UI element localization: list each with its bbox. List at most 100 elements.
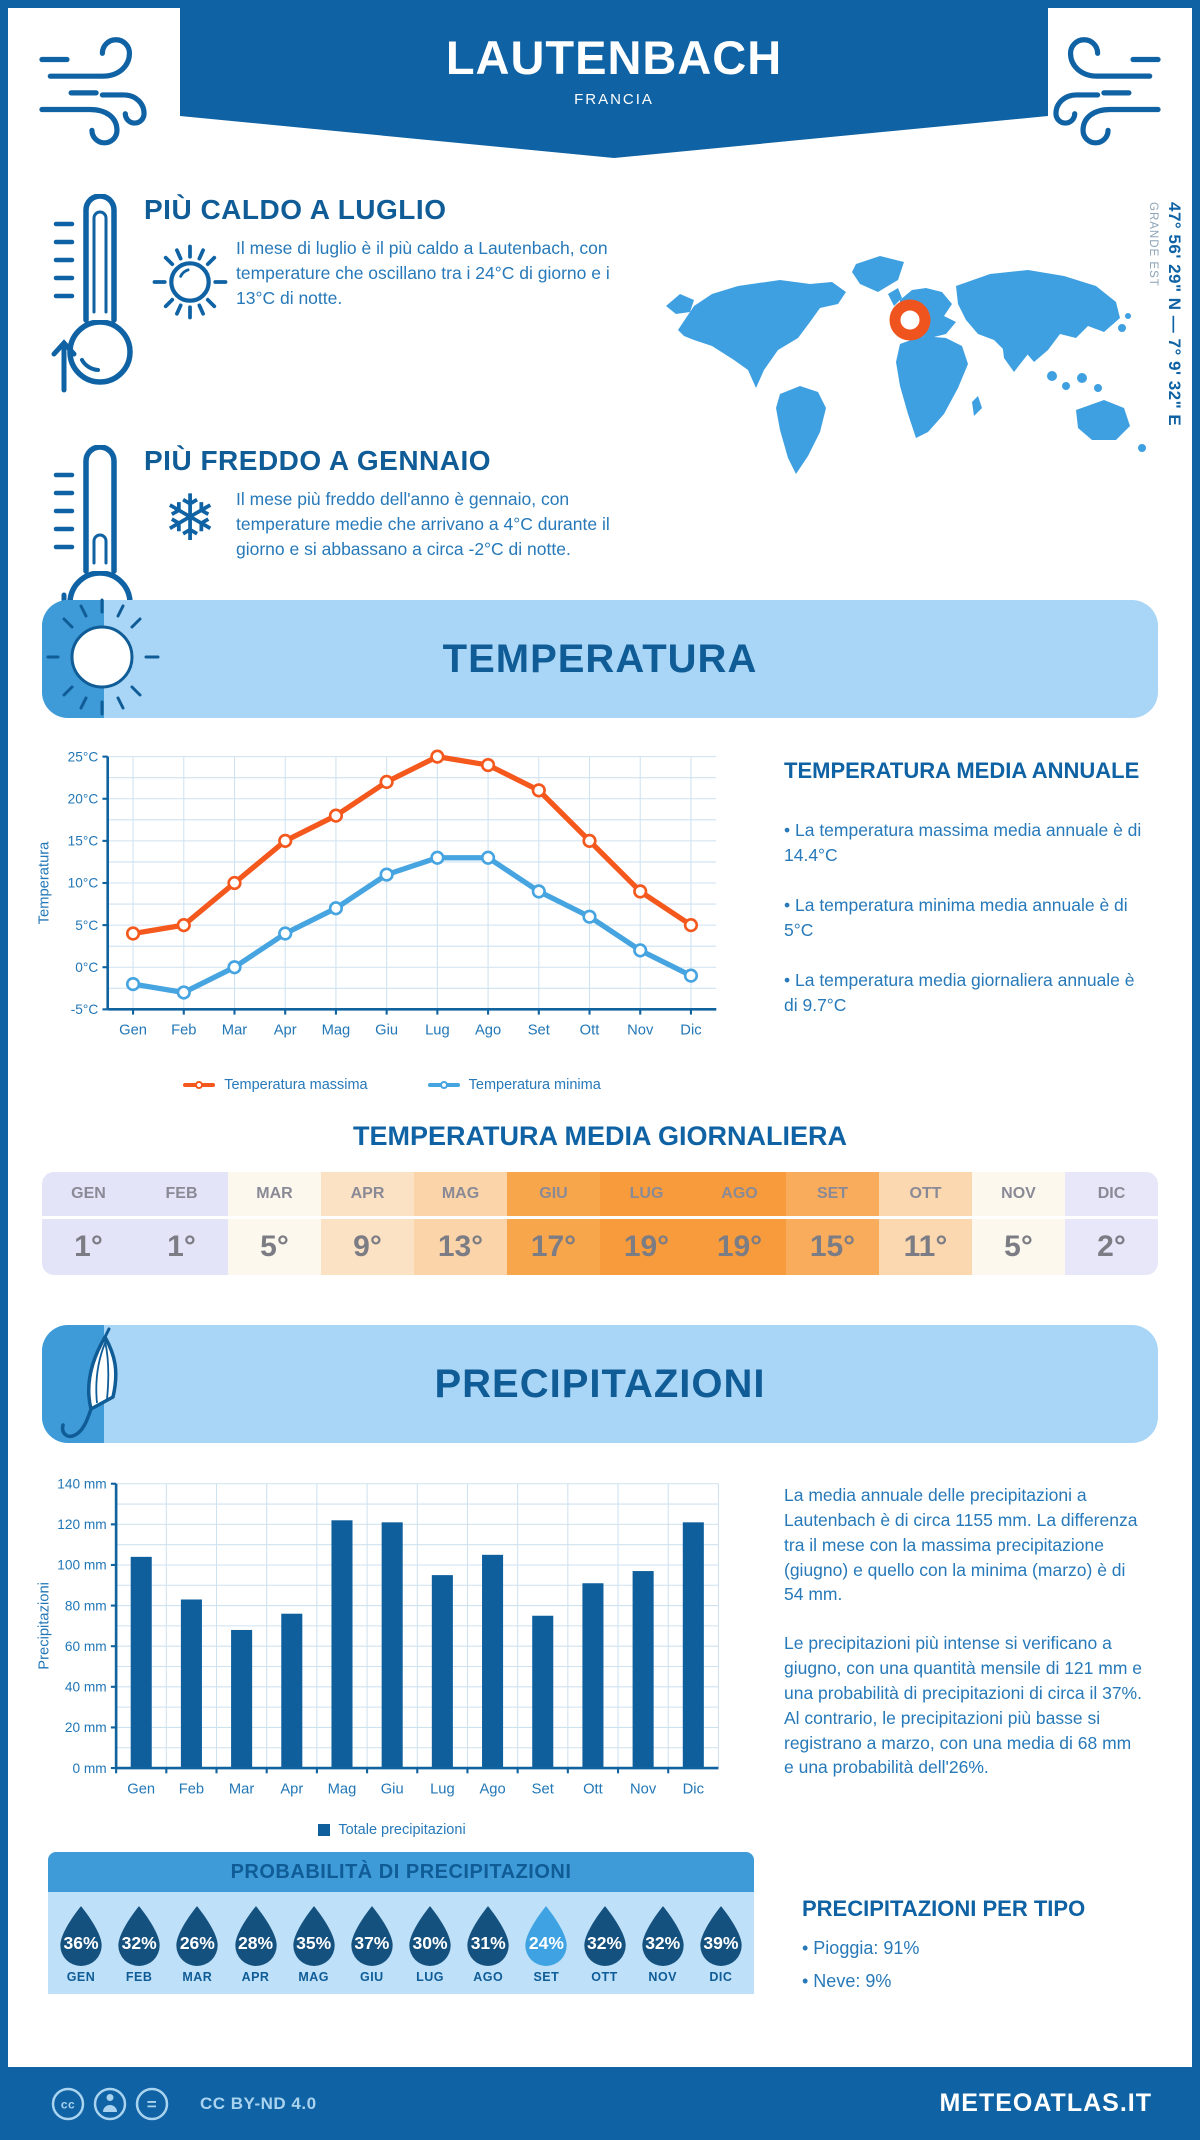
droplet-month: MAG [298, 1970, 330, 1984]
cold-text: Il mese più freddo dell'anno è gennaio, … [236, 489, 610, 559]
droplet-percent: 37% [354, 1933, 390, 1953]
precipitation-text-1: La media annuale delle precipitazioni a … [784, 1485, 1138, 1605]
droplet-percent: 28% [238, 1933, 274, 1953]
svg-text:140 mm: 140 mm [57, 1476, 106, 1491]
header: LAUTENBACH FRANCIA [8, 8, 1192, 160]
table-month-header: NOV [972, 1172, 1065, 1219]
precipitation-chart-col: 0 mm 20 mm 40 mm 60 mm 80 mm 100 mm 120 mm 140 … [34, 1469, 750, 1838]
annual-bullet: • La temperatura massima media annuale è… [784, 820, 1142, 865]
droplet-month: OTT [591, 1970, 618, 1984]
svg-text:Ago: Ago [475, 1023, 501, 1039]
sun-icon [46, 598, 160, 716]
droplet-month: APR [241, 1970, 270, 1984]
table-month-header: MAR [228, 1172, 321, 1219]
svg-text:0°C: 0°C [75, 960, 98, 975]
svg-text:Ott: Ott [583, 1781, 603, 1797]
by-type-bullet: • Pioggia: 91% [802, 1938, 920, 1958]
droplet-month: SET [533, 1970, 560, 1984]
droplet-month: FEB [125, 1970, 153, 1984]
wind-icon [34, 22, 152, 152]
page-subtitle: FRANCIA [574, 91, 654, 108]
table-month-header: APR [321, 1172, 414, 1219]
svg-text:Gen: Gen [127, 1781, 155, 1797]
svg-text:5°C: 5°C [75, 918, 98, 933]
droplet: 30% LUG [403, 1904, 457, 1984]
table-month-header: OTT [879, 1172, 972, 1219]
sun-icon [144, 236, 236, 328]
svg-text:Feb: Feb [179, 1781, 204, 1797]
svg-text:60 mm: 60 mm [65, 1639, 107, 1654]
map-marker [889, 299, 931, 341]
table-column: GIU 17° [507, 1172, 600, 1275]
map-area: GRANDE EST 47° 56' 29" N — 7° 9' 32" E [648, 194, 1186, 580]
annual-bullet: • La temperatura minima media annuale è … [784, 895, 1128, 940]
table-column: GEN 1° [42, 1172, 135, 1275]
annual-bullet: • La temperatura media giornaliera annua… [784, 970, 1135, 1015]
snowflake-icon: ❄ [163, 482, 217, 556]
svg-text:cc: cc [61, 2097, 75, 2111]
coordinates-block: GRANDE EST 47° 56' 29" N — 7° 9' 32" E [1147, 202, 1184, 426]
table-column: LUG 19° [600, 1172, 693, 1275]
droplet: 28% APR [229, 1904, 283, 1984]
wind-icon [1048, 22, 1166, 152]
svg-text:Mar: Mar [222, 1023, 247, 1039]
svg-text:25°C: 25°C [68, 749, 99, 764]
table-column: AGO 19° [693, 1172, 786, 1275]
droplet-percent: 24% [528, 1933, 564, 1953]
precipitation-chart-row: 0 mm 20 mm 40 mm 60 mm 80 mm 100 mm 120 mm 140 … [8, 1443, 1192, 1838]
svg-text:=: = [147, 2095, 157, 2114]
table-month-header: AGO [693, 1172, 786, 1219]
droplet: 26% MAR [170, 1904, 224, 1984]
table-month-header: LUG [600, 1172, 693, 1219]
svg-text:10°C: 10°C [68, 876, 99, 891]
droplet-month: LUG [416, 1970, 444, 1984]
table-temp-value: 19° [623, 1230, 670, 1263]
droplet-percent: 32% [587, 1933, 623, 1953]
annual-temperature-col: TEMPERATURA MEDIA ANNUALE • La temperatu… [750, 744, 1172, 1093]
probability-body: 36% GEN 32% FEB 26% MAR 28% APR 35% MAG 37% GIU 30% L… [48, 1892, 754, 1994]
svg-text:15°C: 15°C [68, 834, 99, 849]
cc-license-icons: cc = [51, 2087, 169, 2120]
temperature-chart: -5°C 0°C 5°C 10°C 15°C 20°C 25°C Gen Feb Mar Apr Ma… [37, 749, 717, 1039]
precipitation-banner-title: PRECIPITAZIONI [434, 1361, 766, 1406]
month-table: GEN 1° FEB 1° MAR 5° APR 9° MAG 13° GIU 17° LUG 19° AG… [42, 1172, 1158, 1275]
page-title: LAUTENBACH [445, 31, 783, 84]
svg-text:0 mm: 0 mm [72, 1761, 106, 1776]
temperature-chart-legend: Temperatura massima Temperatura minima [34, 1077, 750, 1093]
by-type-col: PRECIPITAZIONI PER TIPO • Pioggia: 91% •… [754, 1852, 1172, 2002]
table-temp-value: 5° [1004, 1230, 1033, 1263]
table-column: MAG 13° [414, 1172, 507, 1275]
svg-text:Dic: Dic [683, 1781, 704, 1797]
svg-text:Ott: Ott [580, 1023, 600, 1039]
svg-text:Mag: Mag [328, 1781, 357, 1797]
table-temp-value: 17° [530, 1230, 577, 1263]
precipitation-chart-legend: Totale precipitazioni [34, 1822, 750, 1838]
svg-text:Lug: Lug [430, 1781, 455, 1797]
table-temp-value: 11° [903, 1230, 948, 1263]
svg-text:Set: Set [528, 1023, 550, 1039]
table-column: OTT 11° [879, 1172, 972, 1275]
svg-text:20°C: 20°C [68, 791, 99, 806]
table-month-header: DIC [1065, 1172, 1158, 1219]
droplet-month: MAR [182, 1970, 213, 1984]
svg-text:Apr: Apr [274, 1023, 297, 1039]
droplet-percent: 32% [645, 1933, 681, 1953]
precipitation-text-2: Le precipitazioni più intense si verific… [784, 1633, 1143, 1778]
world-map [666, 256, 1146, 474]
droplet-percent: 30% [412, 1933, 448, 1953]
temperature-chart-row: -5°C 0°C 5°C 10°C 15°C 20°C 25°C Gen Feb Mar Apr Ma… [8, 718, 1192, 1093]
table-temp-value: 1° [74, 1230, 103, 1263]
droplets-row: 36% GEN 32% FEB 26% MAR 28% APR 35% MAG 37% GIU 30% L… [54, 1904, 748, 1984]
table-month-header: MAG [414, 1172, 507, 1219]
svg-text:Ago: Ago [479, 1781, 505, 1797]
precipitation-chart: 0 mm 20 mm 40 mm 60 mm 80 mm 100 mm 120 mm 140 … [37, 1476, 719, 1797]
site-label: METEOATLAS.IT [939, 2089, 1152, 2117]
droplet: 24% SET [519, 1904, 573, 1984]
temperature-chart-col: -5°C 0°C 5°C 10°C 15°C 20°C 25°C Gen Feb Mar Apr Ma… [34, 744, 750, 1093]
by-type-title: PRECIPITAZIONI PER TIPO [802, 1896, 1086, 1921]
svg-text:Giu: Giu [375, 1023, 398, 1039]
svg-text:Nov: Nov [627, 1023, 654, 1039]
footer: cc = CC BY-ND 4.0 METEOATLAS.IT [8, 2067, 1192, 2140]
hot-text: Il mese di luglio è il più caldo a Laute… [236, 238, 610, 308]
